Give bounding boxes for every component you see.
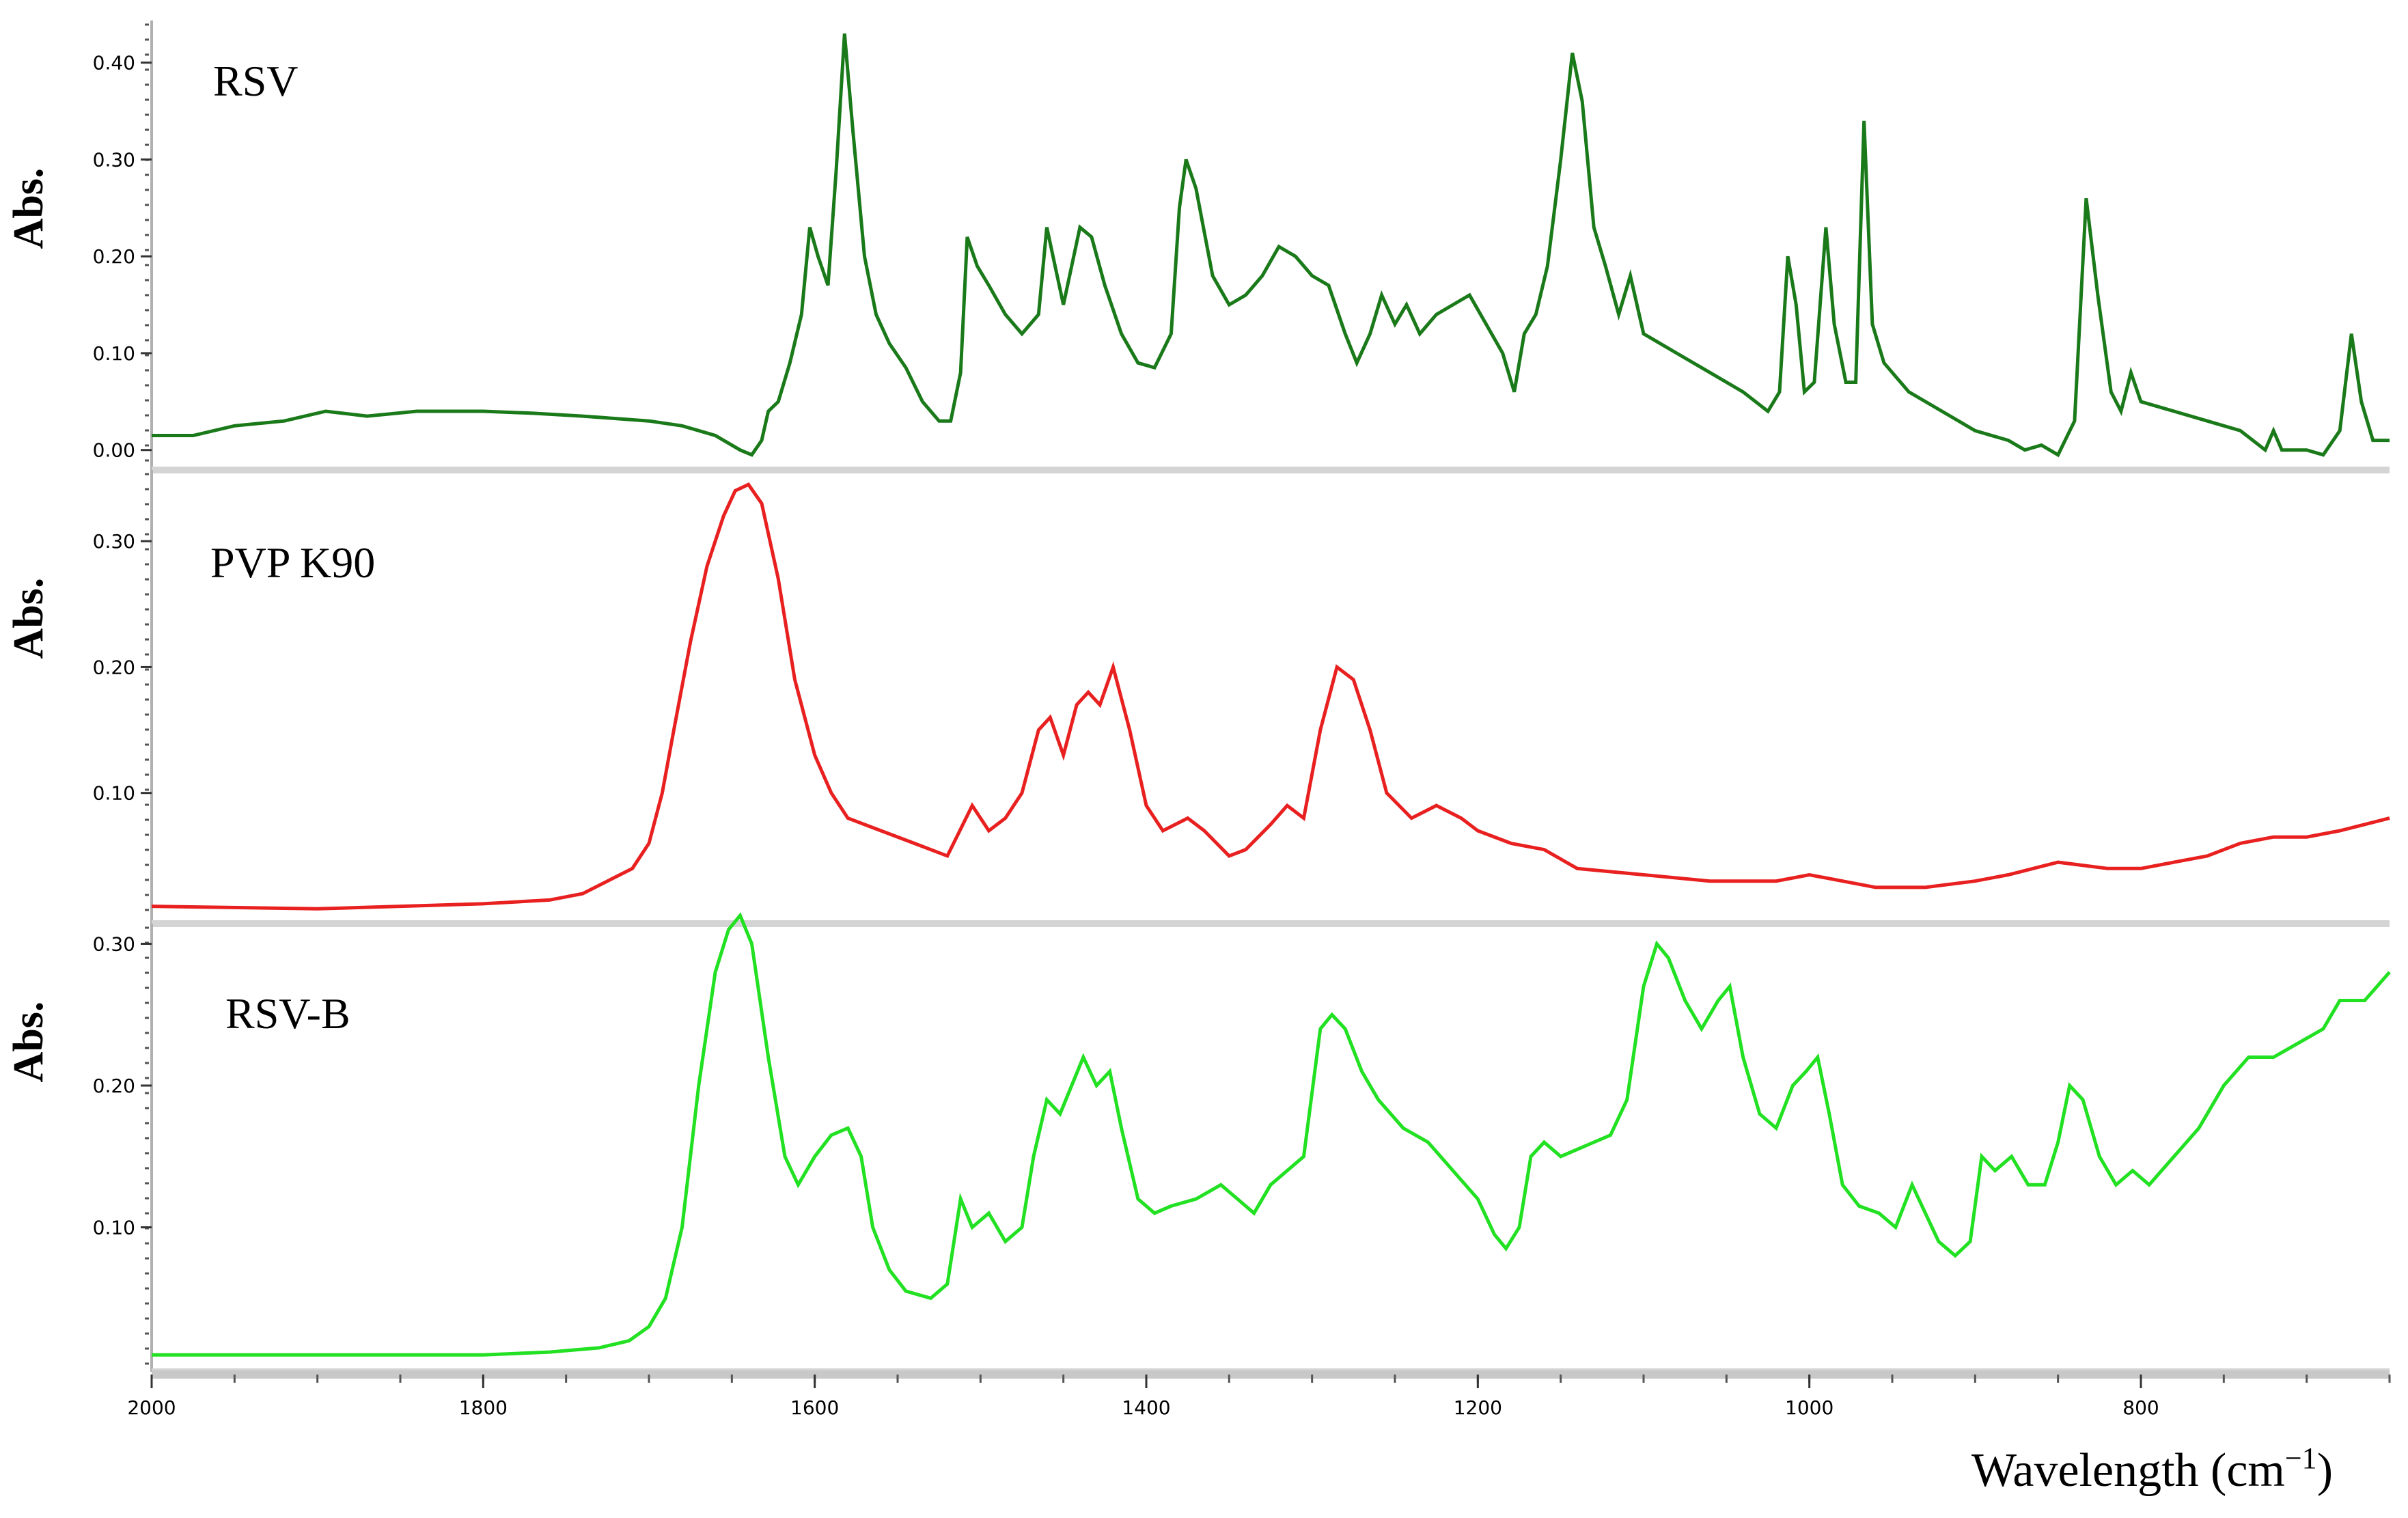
- x-tick-label: 1000: [1785, 1396, 1833, 1419]
- y-axis-label: Abs.: [5, 1002, 52, 1083]
- y-axis-label: Abs.: [5, 578, 52, 659]
- y-tick-label: 0.10: [93, 782, 135, 805]
- y-tick-label: 0.30: [93, 530, 135, 553]
- sample-label: RSV: [213, 57, 299, 105]
- y-tick-label: 0.20: [93, 245, 135, 268]
- panel-baseline: [152, 920, 2390, 927]
- y-tick-label: 0.40: [93, 52, 135, 74]
- y-tick-label: 0.10: [93, 1217, 135, 1239]
- x-tick-label: 1800: [459, 1396, 508, 1419]
- x-tick-label: 1600: [790, 1396, 839, 1419]
- panel-1: 0.00 0.10 0.20 0.30 0.40 RSV Abs.: [5, 20, 2390, 473]
- spectrum-line-3: [152, 912, 2391, 1357]
- y-tick-label: 0.10: [93, 342, 135, 365]
- y-tick-label: 0.30: [93, 148, 135, 171]
- y-axis-label: Abs.: [5, 168, 52, 249]
- x-tick-label: 800: [2122, 1396, 2159, 1419]
- spectrum-line-2: [151, 482, 2390, 911]
- sample-label: RSV-B: [225, 989, 350, 1038]
- sample-label: PVP K90: [210, 538, 375, 587]
- y-tick-label: 0.30: [93, 933, 135, 956]
- x-tick-label: 1200: [1454, 1396, 1502, 1419]
- x-tick-label: 1400: [1122, 1396, 1170, 1419]
- x-axis-label: Wavelength (cm−1): [1971, 1441, 2333, 1497]
- y-tick-label: 0.00: [93, 439, 135, 462]
- spectrum-line-1: [152, 33, 2390, 458]
- panel-2: 0.10 0.20 0.30 PVP K90 Abs.: [5, 470, 2390, 927]
- x-axis: 2000 1800 1600 1400 1200 1000 800: [127, 1370, 2391, 1419]
- panel-baseline: [152, 467, 2390, 473]
- x-tick-label: 2000: [127, 1396, 176, 1419]
- x-axis-line: [152, 1370, 2390, 1379]
- y-tick-label: 0.20: [93, 656, 135, 678]
- y-tick-label: 0.20: [93, 1075, 135, 1097]
